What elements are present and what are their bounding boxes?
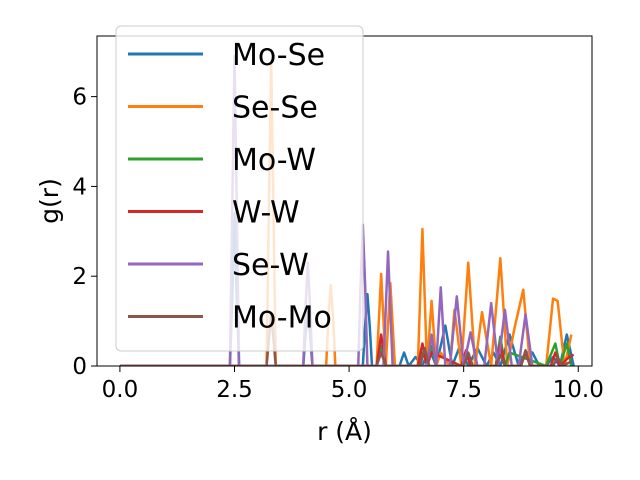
y-axis-label: g(r) <box>35 178 64 224</box>
x-tick-label: 0.0 <box>102 377 139 403</box>
legend-label-mo-se: Mo-Se <box>232 38 325 73</box>
y-tick-label: 2 <box>72 264 87 290</box>
y-tick-label: 4 <box>72 174 87 200</box>
series-line-w-w <box>119 333 575 366</box>
x-tick-label: 10.0 <box>553 377 604 403</box>
legend-label-se-w: Se-W <box>232 248 309 283</box>
x-tick-label: 7.5 <box>445 377 482 403</box>
legend-label-se-se: Se-Se <box>232 91 318 126</box>
y-tick-label: 6 <box>72 85 87 111</box>
legend: Mo-Se Se-Se Mo-W W-W Se-W Mo-Mo <box>115 25 364 352</box>
x-tick-label: 2.5 <box>216 377 253 403</box>
x-axis-label: r (Å) <box>317 417 372 446</box>
legend-label-mo-mo: Mo-Mo <box>232 301 332 336</box>
ticks-layer: 0.0 2.5 5.0 7.5 10.0 0 2 4 6 <box>72 85 604 403</box>
legend-label-w-w: W-W <box>232 196 300 231</box>
x-tick-label: 5.0 <box>331 377 368 403</box>
y-tick-label: 0 <box>72 354 87 380</box>
legend-label-mo-w: Mo-W <box>232 143 316 178</box>
series-line-se-w <box>119 54 534 366</box>
